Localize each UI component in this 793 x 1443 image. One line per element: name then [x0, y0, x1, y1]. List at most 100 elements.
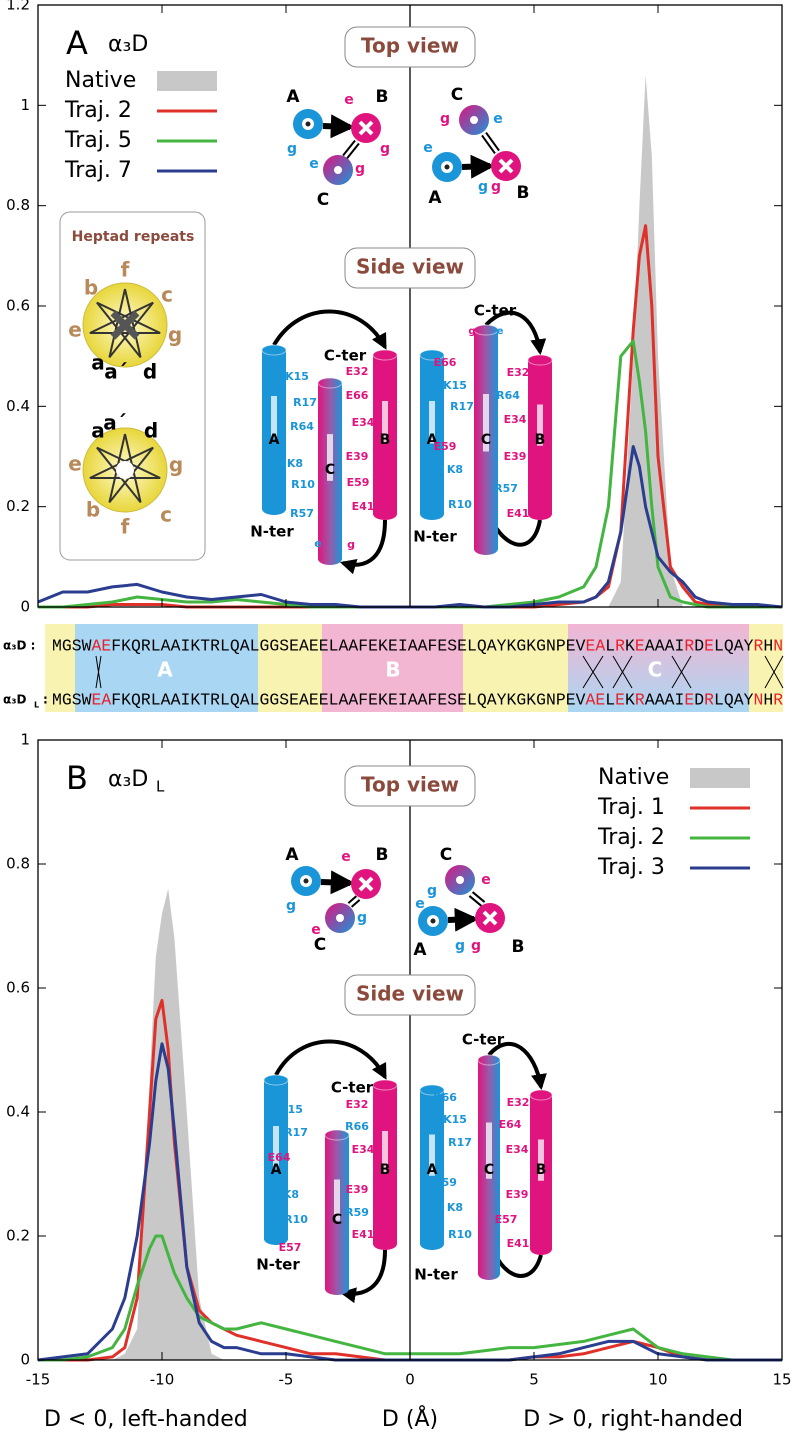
seq-box-label: C [648, 658, 663, 682]
side-view-label: R57 [494, 482, 518, 495]
panel: 0 0.2 0.4 0.6 0.8 1 1.2 A α₃D Native Traj. 2 Traj. … [6, 0, 783, 616]
top-view-label: e [311, 922, 321, 938]
seq-segment: LQAY [714, 636, 754, 655]
helix-cross [482, 910, 498, 926]
seq-segment: AAAI [645, 636, 685, 655]
side-view-label: C-ter [324, 347, 367, 365]
side-view-label: R64 [496, 389, 520, 402]
side-view-label: E34 [504, 413, 527, 426]
connector-loop [272, 309, 387, 350]
x-label: D (Å) [382, 1405, 438, 1432]
top-view-label: A [413, 940, 427, 960]
panel-label: A [66, 24, 88, 62]
side-view-label: K8 [447, 463, 463, 476]
heptad-position: e [68, 318, 82, 342]
side-view-label: K8 [283, 1188, 299, 1201]
connector-loop [339, 519, 387, 575]
y-tick-label: 1.2 [6, 0, 30, 14]
side-view-label: B [380, 432, 391, 448]
side-view-label: E66 [346, 389, 369, 402]
top-view-label: g [491, 179, 501, 195]
seq-segment: N [753, 690, 763, 709]
seq-segment: E [704, 636, 714, 655]
helix-cross [358, 876, 374, 892]
top-view-label: e [309, 156, 319, 172]
top-view-label: e [344, 92, 354, 108]
view-heading: Top view [361, 773, 459, 797]
seq-box [75, 624, 258, 712]
x-label-left: D < 0, left-handed [44, 1407, 248, 1432]
heptad-star [89, 288, 161, 359]
side-view-label: E39 [506, 1188, 529, 1201]
side-view-label: e [314, 537, 321, 550]
helix-direction [273, 1126, 279, 1169]
heptad-position: a´ [103, 411, 127, 435]
side-view-label: E41 [352, 500, 375, 513]
side-view-label: C-ter [462, 1031, 505, 1049]
seq-box-label: A [157, 658, 173, 682]
panel-title-sub: L [156, 778, 165, 796]
top-view-label: e [493, 111, 503, 127]
side-view-label: K15 [285, 370, 309, 383]
side-view-label: R66 [433, 1091, 457, 1104]
side-view-label: K15 [443, 1113, 467, 1126]
side-view-label: E41 [507, 507, 530, 520]
heptad-position: f [121, 515, 130, 539]
helix-arrow [447, 907, 479, 932]
panel-label: B [66, 759, 88, 797]
heptad-position: b [86, 498, 100, 522]
trajectory-line [37, 1042, 782, 1362]
helix-cap [419, 1084, 445, 1096]
side-view-label: N-ter [250, 523, 294, 541]
side-view-label: E57 [495, 1213, 518, 1226]
y-tick-label: 0.4 [6, 1103, 30, 1121]
helix-arrow [320, 870, 355, 895]
helix-arrow [349, 896, 359, 907]
helix-cap [473, 324, 499, 336]
y-tick-label: 1 [20, 96, 30, 114]
top-view-label: g [440, 111, 450, 127]
y-tick-label: 0.2 [6, 497, 30, 515]
seq-segment: H [763, 636, 773, 655]
heptad-position: a [91, 419, 105, 443]
connector-loop [339, 1249, 387, 1304]
side-view-label: g [468, 326, 475, 337]
heptad-position: a´ [104, 360, 128, 384]
side-view-label: E32 [346, 1098, 369, 1111]
helix-dot [444, 164, 450, 170]
side-view-label: K15 [443, 379, 467, 392]
connector-loop [274, 1039, 387, 1080]
helix-cap [372, 349, 398, 361]
seq-segment: K [625, 636, 635, 655]
side-view-label: E34 [352, 1143, 375, 1156]
side-view-label: B [535, 432, 546, 448]
side-view-label: g [347, 538, 355, 551]
side-view-label: R57 [290, 507, 314, 520]
top-view-label: e [415, 896, 425, 912]
seq-row-label-end: : [43, 693, 48, 707]
heptad-title: Heptad repeats [72, 229, 195, 245]
side-view-label: R10 [291, 478, 315, 491]
top-view-label: C [314, 935, 326, 955]
side-view-label: E34 [506, 1143, 529, 1156]
swap-arrow [671, 655, 692, 689]
side-view-label: R10 [448, 1228, 472, 1241]
helix-cap [317, 377, 343, 389]
side-view-label: E41 [507, 1237, 530, 1250]
top-view-label: e [341, 849, 351, 865]
side-view-label: R64 [290, 420, 314, 433]
seq-box-label: B [385, 658, 400, 682]
x-label-right: D > 0, right-handed [523, 1407, 743, 1432]
y-tick-label: 0 [20, 598, 30, 616]
side-view-label: E59 [434, 440, 457, 453]
top-view-label: g [471, 938, 481, 954]
swap-arrow [612, 655, 633, 689]
side-view-label: R66 [345, 1120, 369, 1133]
y-tick-label: 0.6 [6, 979, 30, 997]
swap-arrow [95, 655, 102, 689]
seq-segment: R [635, 690, 645, 709]
center-cross [110, 310, 140, 340]
panel-title: α₃D [108, 32, 148, 57]
legend-swatch [157, 71, 217, 91]
top-view-label: B [376, 845, 389, 865]
